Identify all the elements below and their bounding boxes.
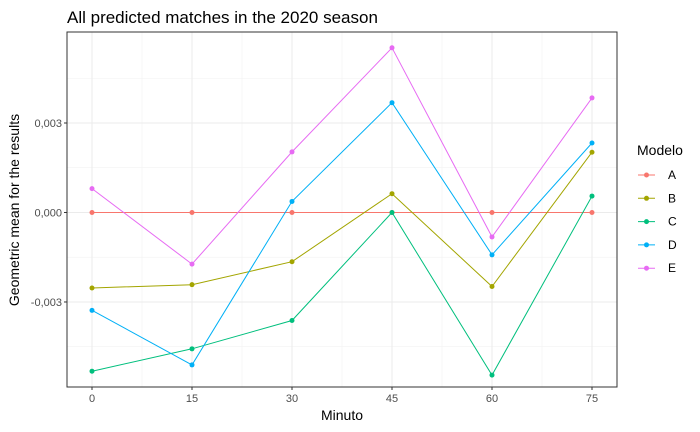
data-point-D bbox=[289, 198, 295, 204]
data-point-B bbox=[289, 259, 295, 265]
data-point-E bbox=[289, 149, 295, 155]
data-point-A bbox=[289, 209, 295, 215]
series-line-B bbox=[91, 151, 593, 289]
panel-border bbox=[66, 31, 618, 388]
data-point-A bbox=[189, 209, 195, 215]
data-point-C bbox=[389, 209, 395, 215]
data-point-E bbox=[89, 186, 95, 192]
x-axis-title: Minuto bbox=[321, 407, 363, 423]
x-tick-label: 30 bbox=[286, 393, 298, 405]
data-point-B bbox=[189, 282, 195, 288]
series-line-D bbox=[91, 101, 593, 366]
series-line-E bbox=[91, 46, 593, 265]
x-tick-label: 75 bbox=[586, 393, 598, 405]
legend-label-A: A bbox=[668, 168, 676, 182]
data-point-E bbox=[189, 261, 195, 267]
data-point-E bbox=[589, 95, 595, 101]
plot-panel bbox=[66, 31, 618, 388]
data-point-A bbox=[489, 209, 495, 215]
y-axis-title: Geometric mean for the results bbox=[6, 114, 22, 306]
y-tick-label: 0,000 bbox=[34, 207, 62, 219]
legend-label-E: E bbox=[668, 261, 676, 275]
legend-key-point-D bbox=[644, 242, 649, 248]
data-point-D bbox=[389, 100, 395, 106]
legend-key-point-E bbox=[644, 265, 649, 271]
x-tick-label: 15 bbox=[186, 393, 198, 405]
data-point-B bbox=[389, 191, 395, 197]
data-point-E bbox=[389, 45, 395, 51]
data-point-C bbox=[289, 317, 295, 323]
data-point-B bbox=[489, 283, 495, 289]
legend-key-point-A bbox=[644, 172, 649, 178]
series-line-C bbox=[91, 195, 593, 377]
data-point-C bbox=[189, 346, 195, 352]
data-point-C bbox=[89, 368, 95, 374]
x-tick-label: 0 bbox=[89, 393, 95, 405]
legend-title: Modelo bbox=[637, 142, 683, 158]
data-point-A bbox=[589, 209, 595, 215]
data-point-D bbox=[89, 307, 95, 313]
legend-key-point-B bbox=[644, 195, 649, 201]
y-tick-label: -0,003 bbox=[31, 297, 62, 309]
legend-label-C: C bbox=[668, 215, 677, 229]
data-point-A bbox=[89, 209, 95, 215]
legend-label-D: D bbox=[668, 238, 677, 252]
x-tick-label: 45 bbox=[386, 393, 398, 405]
data-point-D bbox=[189, 362, 195, 368]
data-point-D bbox=[489, 252, 495, 258]
legend-label-B: B bbox=[668, 191, 676, 205]
data-point-E bbox=[489, 234, 495, 240]
chart-title: All predicted matches in the 2020 season bbox=[67, 8, 378, 27]
data-point-C bbox=[589, 193, 595, 199]
data-point-B bbox=[89, 285, 95, 291]
data-point-D bbox=[589, 140, 595, 146]
data-point-B bbox=[589, 149, 595, 155]
x-tick-label: 60 bbox=[486, 393, 498, 405]
legend-key-point-C bbox=[644, 219, 649, 225]
data-point-C bbox=[489, 372, 495, 378]
y-tick-label: 0,003 bbox=[34, 118, 62, 130]
